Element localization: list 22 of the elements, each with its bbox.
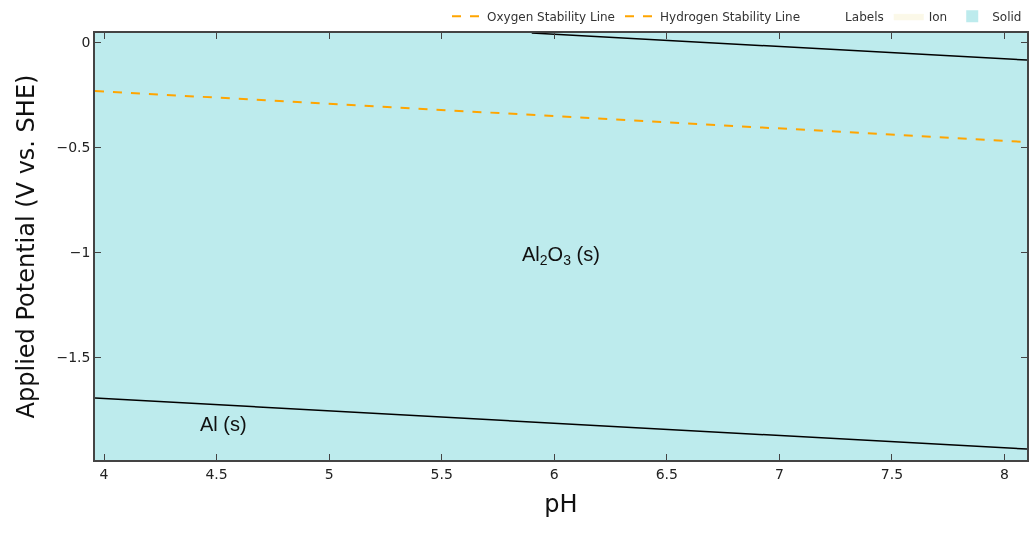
legend-label: Hydrogen Stability Line	[660, 10, 801, 25]
x-tick-label: 4	[99, 465, 109, 482]
x-tick-label: 5.5	[430, 465, 453, 482]
y-tick-label: −1.5	[56, 348, 91, 365]
x-tick-label: 5	[324, 465, 334, 482]
legend-label: Ion	[928, 10, 948, 25]
x-tick-label: 7.5	[880, 465, 904, 482]
x-tick-label: 4.5	[205, 465, 228, 482]
y-axis-title: Applied Potential (V vs. SHE)	[12, 74, 41, 419]
annotation: Al$_{2}$O$_{3}$ (s)	[522, 243, 600, 269]
x-axis-title: pH	[544, 490, 578, 519]
x-tick-label: 6.5	[655, 465, 678, 482]
x-tick-label: 8	[1000, 465, 1009, 482]
x-tick-label: 6	[549, 465, 559, 482]
y-tick-label: −0.5	[56, 138, 91, 155]
legend-label: Oxygen Stability Line	[487, 10, 615, 25]
x-tick-label: 7	[774, 465, 784, 482]
annotation: Al (s)	[200, 413, 247, 435]
text: Labels	[845, 10, 884, 25]
y-tick-label: 0	[81, 33, 91, 50]
y-tick-label: −1	[69, 243, 91, 260]
legend-label: Solid	[992, 10, 1022, 25]
